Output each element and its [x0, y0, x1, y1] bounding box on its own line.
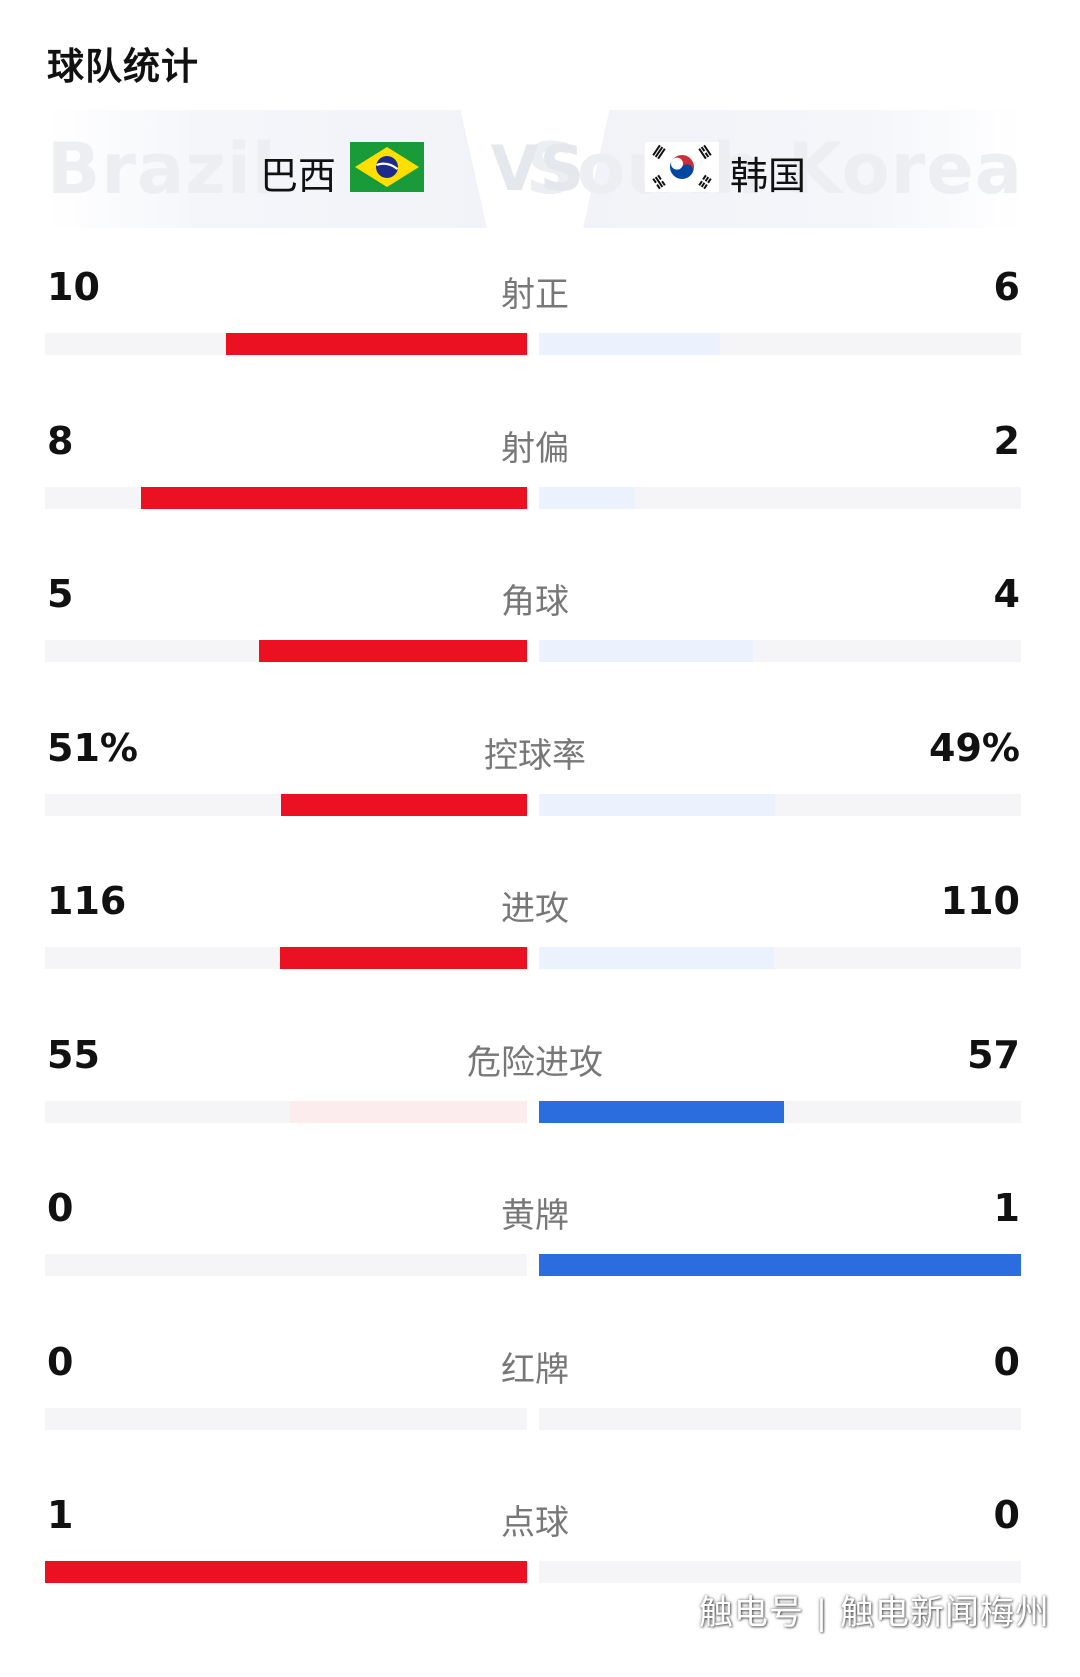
home-stat-bar-track [45, 947, 527, 969]
away-stat-bar-track [539, 1254, 1021, 1276]
home-stat-value: 55 [47, 1032, 100, 1077]
stat-row-3: 5 角球 4 [0, 572, 1080, 727]
away-stat-value: 2 [993, 418, 1020, 463]
home-stat-bar-track [45, 1561, 527, 1583]
away-stat-value: 49% [929, 725, 1020, 770]
stat-label: 危险进攻 [467, 1042, 603, 1083]
away-stat-value: 110 [940, 879, 1020, 923]
stat-row-9: 1 点球 0 [0, 1493, 1080, 1648]
away-team-name[interactable]: 韩国 [730, 154, 807, 198]
stat-label: 角球 [501, 582, 569, 622]
home-stat-value: 0 [47, 1339, 74, 1384]
home-stat-value: 5 [47, 572, 74, 616]
away-team-ghost-name: South Korea [525, 128, 1023, 210]
away-stat-value: 1 [993, 1186, 1020, 1230]
stat-row-7: 0 黄牌 1 [0, 1186, 1080, 1341]
stat-label: 红牌 [501, 1349, 569, 1390]
stat-row-8: 0 红牌 0 [0, 1340, 1080, 1495]
home-stat-bar-fill [290, 1100, 527, 1123]
stat-row-5: 116 进攻 110 [0, 879, 1080, 1034]
home-stat-value: 8 [47, 418, 74, 463]
stat-row-1: 10 射正 6 [0, 265, 1080, 420]
stat-label: 进攻 [501, 889, 569, 929]
stat-label: 控球率 [484, 735, 586, 776]
away-stat-bar-track [539, 947, 1021, 969]
away-stat-value: 6 [993, 265, 1020, 309]
away-stat-value: 57 [967, 1032, 1020, 1077]
away-stat-value: 0 [993, 1493, 1020, 1537]
home-stat-bar-track [45, 793, 527, 816]
vs-label: VS [490, 132, 586, 205]
home-stat-bar-fill [141, 486, 527, 509]
stat-row-6: 55 危险进攻 57 [0, 1033, 1080, 1188]
home-stat-bar-track [45, 1407, 527, 1430]
away-stat-bar-track [539, 1407, 1021, 1430]
away-stat-bar-fill [539, 1100, 784, 1123]
home-stat-value: 0 [47, 1186, 74, 1230]
home-stat-value: 10 [47, 265, 100, 309]
away-stat-value: 0 [993, 1339, 1020, 1384]
away-stat-bar-fill [539, 947, 774, 969]
home-stat-value: 51% [47, 725, 138, 770]
away-stat-bar-track [539, 1100, 1021, 1123]
away-stat-bar-track [539, 640, 1021, 662]
section-title: 球队统计 [47, 45, 199, 88]
away-stat-bar-track [539, 333, 1021, 355]
home-stat-bar-track [45, 333, 527, 355]
home-stat-bar-fill [45, 1561, 527, 1583]
home-stat-value: 116 [47, 879, 127, 923]
home-team-ghost-name: Brazil [47, 128, 277, 210]
away-stat-bar-fill [539, 640, 753, 662]
home-stat-bar-track [45, 1254, 527, 1276]
stat-label: 黄牌 [501, 1196, 569, 1236]
away-stat-bar-fill [539, 793, 775, 816]
away-stat-bar-track [539, 1561, 1021, 1583]
away-stat-bar-fill [539, 1254, 1021, 1276]
home-stat-bar-track [45, 486, 527, 509]
match-header: Brazil South Korea 巴西 VS [0, 110, 1080, 228]
away-stat-value: 4 [993, 572, 1020, 616]
stat-label: 射正 [501, 275, 569, 315]
home-team-name[interactable]: 巴西 [260, 154, 337, 198]
stat-label: 射偏 [501, 428, 569, 469]
stat-row-2: 8 射偏 2 [0, 419, 1080, 574]
home-stat-bar-track [45, 1100, 527, 1123]
home-stat-bar-fill [226, 333, 527, 355]
stat-label: 点球 [501, 1503, 569, 1543]
watermark: 触电号 | 触电新闻梅州 [698, 1593, 1050, 1633]
south-korea-flag-icon [645, 142, 719, 192]
away-stat-bar-fill [539, 486, 635, 509]
away-stat-bar-fill [539, 333, 720, 355]
home-stat-bar-fill [280, 947, 527, 969]
home-stat-bar-fill [281, 793, 527, 816]
away-stat-bar-track [539, 793, 1021, 816]
home-stat-bar-track [45, 640, 527, 662]
home-stat-bar-fill [259, 640, 527, 662]
away-stat-bar-track [539, 486, 1021, 509]
home-stat-value: 1 [47, 1493, 74, 1537]
stat-row-4: 51% 控球率 49% [0, 726, 1080, 881]
brazil-flag-icon [350, 142, 424, 192]
